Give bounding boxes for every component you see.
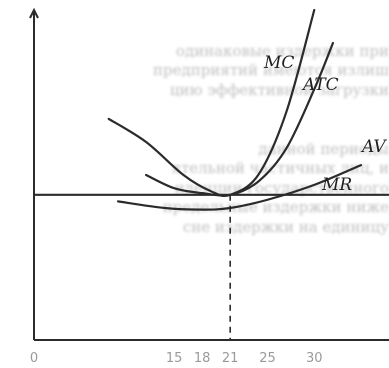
labels: MC ATC AV MR [263, 53, 387, 195]
y-axis-arrow [29, 7, 39, 19]
background-text-line: иденции государственного [174, 178, 389, 197]
axes [29, 7, 389, 341]
curve-atc [145, 41, 335, 197]
curve-av [116, 164, 363, 211]
x-tick-label: 18 [194, 351, 211, 366]
label-av: AV [360, 137, 387, 157]
x-tick-labels: 0 15 18 21 25 30 [30, 351, 323, 366]
curves [32, 8, 389, 211]
background-text-line: цию эффективной загрузки [169, 80, 389, 99]
label-mc: MC [263, 53, 294, 73]
background-text-line: предприятий имеются излиш [152, 61, 389, 80]
background-text-line: одинаковые издержки при [175, 41, 389, 60]
background-text-line: ятельной частичных лиц, и [171, 159, 389, 178]
x-tick-label: 30 [306, 351, 323, 366]
background-text-line: сне издержки на единицу [182, 217, 389, 236]
x-tick-label: 21 [222, 351, 239, 366]
x-tick-label: 0 [30, 351, 38, 366]
label-mr: MR [321, 175, 352, 195]
x-tick-label: 15 [166, 351, 183, 366]
background-text-line: предельные издержки ниже [162, 198, 389, 217]
background-text-line: данной периоды [258, 139, 389, 158]
x-tick-label: 25 [259, 351, 276, 366]
label-atc: ATC [301, 75, 339, 95]
curve-mc [107, 8, 316, 198]
